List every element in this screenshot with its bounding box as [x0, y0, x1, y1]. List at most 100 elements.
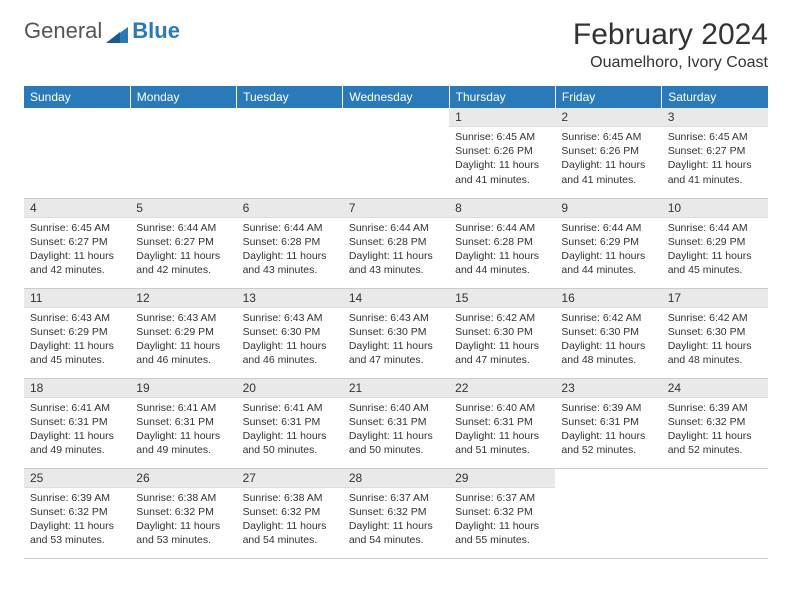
calendar-day: 24Sunrise: 6:39 AMSunset: 6:32 PMDayligh…	[662, 378, 768, 468]
weekday-header: Thursday	[449, 86, 555, 108]
day-data: Sunrise: 6:39 AMSunset: 6:32 PMDaylight:…	[24, 488, 130, 552]
calendar-day: 22Sunrise: 6:40 AMSunset: 6:31 PMDayligh…	[449, 378, 555, 468]
calendar-day: 21Sunrise: 6:40 AMSunset: 6:31 PMDayligh…	[343, 378, 449, 468]
day-number: 11	[24, 289, 130, 308]
day-data: Sunrise: 6:43 AMSunset: 6:29 PMDaylight:…	[24, 308, 130, 372]
calendar-table: SundayMondayTuesdayWednesdayThursdayFrid…	[24, 86, 768, 559]
calendar-day: 8Sunrise: 6:44 AMSunset: 6:28 PMDaylight…	[449, 198, 555, 288]
calendar-week: 25Sunrise: 6:39 AMSunset: 6:32 PMDayligh…	[24, 468, 768, 558]
day-data: Sunrise: 6:45 AMSunset: 6:27 PMDaylight:…	[662, 127, 768, 191]
day-data: Sunrise: 6:41 AMSunset: 6:31 PMDaylight:…	[237, 398, 343, 462]
day-number: 29	[449, 469, 555, 488]
calendar-day: 25Sunrise: 6:39 AMSunset: 6:32 PMDayligh…	[24, 468, 130, 558]
sail-icon	[106, 23, 128, 39]
day-number: 26	[130, 469, 236, 488]
calendar-day	[343, 108, 449, 198]
day-data: Sunrise: 6:40 AMSunset: 6:31 PMDaylight:…	[449, 398, 555, 462]
day-number: 5	[130, 199, 236, 218]
logo-text-1: General	[24, 18, 102, 44]
month-title: February 2024	[573, 18, 768, 52]
calendar-day: 26Sunrise: 6:38 AMSunset: 6:32 PMDayligh…	[130, 468, 236, 558]
day-number: 25	[24, 469, 130, 488]
calendar-day	[555, 468, 661, 558]
logo: General Blue	[24, 18, 180, 44]
calendar-day: 9Sunrise: 6:44 AMSunset: 6:29 PMDaylight…	[555, 198, 661, 288]
day-data: Sunrise: 6:45 AMSunset: 6:26 PMDaylight:…	[555, 127, 661, 191]
calendar-week: 18Sunrise: 6:41 AMSunset: 6:31 PMDayligh…	[24, 378, 768, 468]
calendar-day: 10Sunrise: 6:44 AMSunset: 6:29 PMDayligh…	[662, 198, 768, 288]
day-number: 21	[343, 379, 449, 398]
weekday-header: Tuesday	[237, 86, 343, 108]
day-number: 13	[237, 289, 343, 308]
calendar-day: 18Sunrise: 6:41 AMSunset: 6:31 PMDayligh…	[24, 378, 130, 468]
day-number: 19	[130, 379, 236, 398]
calendar-day: 12Sunrise: 6:43 AMSunset: 6:29 PMDayligh…	[130, 288, 236, 378]
day-data: Sunrise: 6:44 AMSunset: 6:29 PMDaylight:…	[662, 218, 768, 282]
day-number: 10	[662, 199, 768, 218]
calendar-week: 1Sunrise: 6:45 AMSunset: 6:26 PMDaylight…	[24, 108, 768, 198]
day-number: 8	[449, 199, 555, 218]
day-data: Sunrise: 6:45 AMSunset: 6:27 PMDaylight:…	[24, 218, 130, 282]
calendar-day: 19Sunrise: 6:41 AMSunset: 6:31 PMDayligh…	[130, 378, 236, 468]
title-block: February 2024 Ouamelhoro, Ivory Coast	[573, 18, 768, 72]
day-number: 20	[237, 379, 343, 398]
day-number: 1	[449, 108, 555, 127]
day-data: Sunrise: 6:40 AMSunset: 6:31 PMDaylight:…	[343, 398, 449, 462]
calendar-day: 14Sunrise: 6:43 AMSunset: 6:30 PMDayligh…	[343, 288, 449, 378]
day-data: Sunrise: 6:41 AMSunset: 6:31 PMDaylight:…	[24, 398, 130, 462]
calendar-day: 20Sunrise: 6:41 AMSunset: 6:31 PMDayligh…	[237, 378, 343, 468]
calendar-day: 7Sunrise: 6:44 AMSunset: 6:28 PMDaylight…	[343, 198, 449, 288]
calendar-week: 4Sunrise: 6:45 AMSunset: 6:27 PMDaylight…	[24, 198, 768, 288]
day-number: 22	[449, 379, 555, 398]
day-data: Sunrise: 6:44 AMSunset: 6:28 PMDaylight:…	[343, 218, 449, 282]
day-data: Sunrise: 6:44 AMSunset: 6:28 PMDaylight:…	[449, 218, 555, 282]
calendar-day: 4Sunrise: 6:45 AMSunset: 6:27 PMDaylight…	[24, 198, 130, 288]
calendar-day: 6Sunrise: 6:44 AMSunset: 6:28 PMDaylight…	[237, 198, 343, 288]
weekday-header: Friday	[555, 86, 661, 108]
day-number: 14	[343, 289, 449, 308]
calendar-day: 17Sunrise: 6:42 AMSunset: 6:30 PMDayligh…	[662, 288, 768, 378]
calendar-day: 28Sunrise: 6:37 AMSunset: 6:32 PMDayligh…	[343, 468, 449, 558]
calendar-day: 3Sunrise: 6:45 AMSunset: 6:27 PMDaylight…	[662, 108, 768, 198]
day-number: 4	[24, 199, 130, 218]
calendar-day	[662, 468, 768, 558]
day-data: Sunrise: 6:39 AMSunset: 6:32 PMDaylight:…	[662, 398, 768, 462]
weekday-header: Sunday	[24, 86, 130, 108]
day-data: Sunrise: 6:43 AMSunset: 6:30 PMDaylight:…	[343, 308, 449, 372]
calendar-day: 13Sunrise: 6:43 AMSunset: 6:30 PMDayligh…	[237, 288, 343, 378]
calendar-week: 11Sunrise: 6:43 AMSunset: 6:29 PMDayligh…	[24, 288, 768, 378]
calendar-day: 2Sunrise: 6:45 AMSunset: 6:26 PMDaylight…	[555, 108, 661, 198]
day-number: 23	[555, 379, 661, 398]
day-number: 2	[555, 108, 661, 127]
weekday-header: Saturday	[662, 86, 768, 108]
day-number: 12	[130, 289, 236, 308]
day-data: Sunrise: 6:41 AMSunset: 6:31 PMDaylight:…	[130, 398, 236, 462]
day-data: Sunrise: 6:43 AMSunset: 6:30 PMDaylight:…	[237, 308, 343, 372]
day-number: 7	[343, 199, 449, 218]
day-number: 9	[555, 199, 661, 218]
calendar-body: 1Sunrise: 6:45 AMSunset: 6:26 PMDaylight…	[24, 108, 768, 558]
calendar-day: 5Sunrise: 6:44 AMSunset: 6:27 PMDaylight…	[130, 198, 236, 288]
logo-text-2: Blue	[132, 18, 180, 44]
calendar-day: 1Sunrise: 6:45 AMSunset: 6:26 PMDaylight…	[449, 108, 555, 198]
day-number: 15	[449, 289, 555, 308]
day-data: Sunrise: 6:43 AMSunset: 6:29 PMDaylight:…	[130, 308, 236, 372]
day-data: Sunrise: 6:42 AMSunset: 6:30 PMDaylight:…	[662, 308, 768, 372]
day-data: Sunrise: 6:37 AMSunset: 6:32 PMDaylight:…	[343, 488, 449, 552]
day-number: 27	[237, 469, 343, 488]
calendar-day	[24, 108, 130, 198]
calendar-day: 11Sunrise: 6:43 AMSunset: 6:29 PMDayligh…	[24, 288, 130, 378]
day-number: 3	[662, 108, 768, 127]
location: Ouamelhoro, Ivory Coast	[573, 54, 768, 72]
calendar-day: 23Sunrise: 6:39 AMSunset: 6:31 PMDayligh…	[555, 378, 661, 468]
day-data: Sunrise: 6:44 AMSunset: 6:28 PMDaylight:…	[237, 218, 343, 282]
calendar-day	[237, 108, 343, 198]
weekday-header: Monday	[130, 86, 236, 108]
day-data: Sunrise: 6:44 AMSunset: 6:29 PMDaylight:…	[555, 218, 661, 282]
calendar-day: 16Sunrise: 6:42 AMSunset: 6:30 PMDayligh…	[555, 288, 661, 378]
day-number: 28	[343, 469, 449, 488]
day-data: Sunrise: 6:37 AMSunset: 6:32 PMDaylight:…	[449, 488, 555, 552]
day-data: Sunrise: 6:45 AMSunset: 6:26 PMDaylight:…	[449, 127, 555, 191]
day-data: Sunrise: 6:38 AMSunset: 6:32 PMDaylight:…	[130, 488, 236, 552]
day-data: Sunrise: 6:42 AMSunset: 6:30 PMDaylight:…	[555, 308, 661, 372]
